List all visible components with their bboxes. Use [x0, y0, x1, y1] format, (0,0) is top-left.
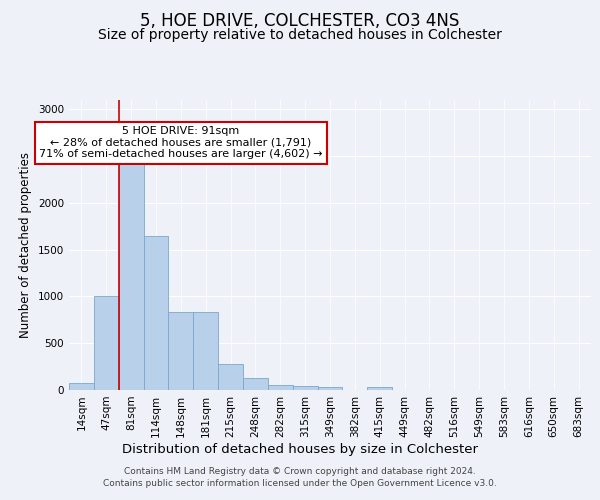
Bar: [317, 386, 343, 390]
Bar: [293, 386, 317, 390]
Bar: [94, 296, 119, 390]
Bar: [119, 159, 143, 390]
Bar: [193, 312, 218, 390]
Text: 5 HOE DRIVE: 91sqm
← 28% of detached houses are smaller (1,791)
71% of semi-deta: 5 HOE DRIVE: 91sqm ← 28% of detached hou…: [39, 126, 323, 160]
Bar: [367, 386, 392, 390]
Text: 5, HOE DRIVE, COLCHESTER, CO3 4NS: 5, HOE DRIVE, COLCHESTER, CO3 4NS: [140, 12, 460, 30]
Bar: [69, 383, 94, 390]
Y-axis label: Number of detached properties: Number of detached properties: [19, 152, 32, 338]
Bar: [169, 312, 193, 390]
Bar: [218, 364, 243, 390]
Text: Contains HM Land Registry data © Crown copyright and database right 2024.
Contai: Contains HM Land Registry data © Crown c…: [103, 466, 497, 487]
Text: Distribution of detached houses by size in Colchester: Distribution of detached houses by size …: [122, 442, 478, 456]
Bar: [268, 386, 293, 390]
Bar: [243, 378, 268, 390]
Text: Size of property relative to detached houses in Colchester: Size of property relative to detached ho…: [98, 28, 502, 42]
Bar: [143, 236, 169, 390]
